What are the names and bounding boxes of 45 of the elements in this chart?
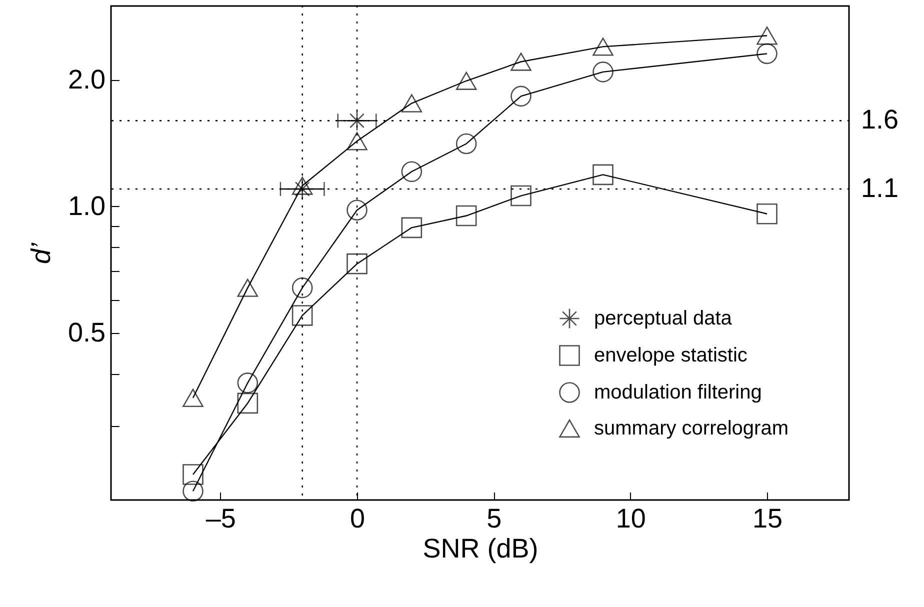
point	[510, 185, 532, 206]
y-axis-title: d’	[26, 242, 56, 264]
y-tick-label: 2.0	[68, 64, 106, 94]
ref-line-label: 1.1	[861, 173, 899, 204]
legend-label: envelope statistic	[594, 344, 748, 366]
x-tick-label: 0	[350, 504, 366, 534]
x-tick-label: 15	[752, 504, 783, 534]
x-tick-label: 5	[486, 504, 502, 534]
point	[456, 72, 477, 90]
x-tick-label: –5	[206, 504, 236, 534]
legend-label: perceptual data	[594, 308, 733, 330]
point	[346, 200, 368, 220]
point	[756, 26, 778, 45]
point	[237, 278, 258, 297]
point	[182, 480, 204, 502]
point	[592, 38, 614, 56]
point	[237, 372, 258, 394]
point	[456, 133, 477, 154]
x-tick-label: 10	[616, 504, 646, 534]
point	[346, 132, 368, 150]
point	[346, 110, 368, 132]
point	[592, 164, 614, 186]
legend-label: modulation filtering	[594, 382, 762, 404]
y-tick-label: 1.0	[68, 190, 106, 221]
point	[292, 176, 313, 195]
point	[292, 178, 313, 200]
point	[346, 253, 368, 274]
point	[510, 86, 532, 107]
point	[292, 305, 313, 326]
x-axis-title: SNR (dB)	[422, 534, 538, 564]
point	[756, 43, 778, 64]
point	[237, 392, 258, 414]
point	[592, 62, 614, 82]
point	[292, 277, 313, 298]
point	[182, 388, 204, 408]
y-tick-label: 0.5	[68, 317, 106, 348]
legend-label: summary correlogram	[594, 418, 788, 440]
point	[456, 205, 477, 226]
point	[756, 203, 778, 224]
point	[182, 464, 204, 485]
ref-line-label: 1.6	[861, 104, 899, 135]
point	[401, 161, 422, 182]
point	[401, 94, 422, 112]
point	[510, 52, 532, 71]
point	[401, 217, 422, 238]
